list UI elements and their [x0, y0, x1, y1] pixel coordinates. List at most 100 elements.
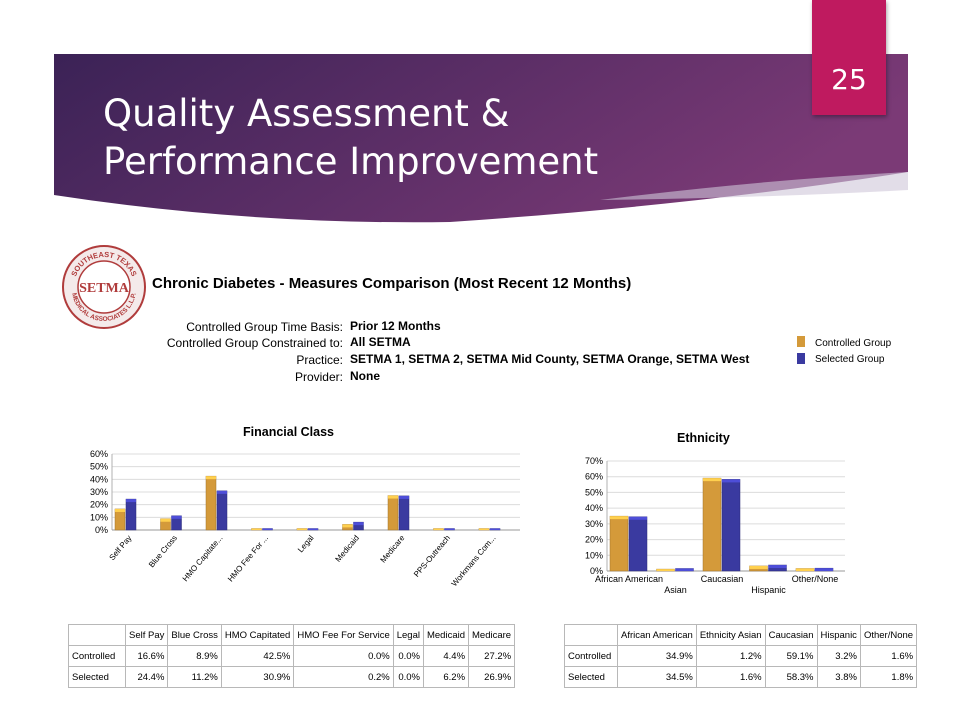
table-row: Controlled 16.6% 8.9% 42.5% 0.0% 0.0% 4.…: [68, 645, 516, 667]
ethnicity-bar-top: [722, 479, 740, 483]
ethnicity-bar-controlled: [702, 477, 722, 572]
financial-bar-top: [353, 522, 364, 526]
table-header: Blue Cross: [167, 624, 222, 646]
table-header: Medicaid: [422, 624, 470, 646]
financial-bar-top: [444, 528, 455, 530]
table-cell: 34.5%: [617, 666, 697, 688]
legend-swatch-controlled: [797, 336, 805, 347]
table-cell: 16.6%: [124, 645, 169, 667]
financial-bar-top: [160, 518, 171, 522]
financial-x-tick-label: Self Pay: [107, 534, 133, 563]
ethnicity-bar-top: [629, 516, 647, 520]
ethnicity-y-tick-label: 0%: [590, 566, 603, 576]
info-label: Practice:: [296, 353, 343, 367]
info-value: Prior 12 Months: [350, 319, 441, 333]
ethnicity-bar-top: [703, 478, 721, 482]
table-cell: 11.2%: [167, 666, 222, 688]
table-cell: 4.4%: [422, 645, 470, 667]
table-cell: 58.3%: [764, 666, 818, 688]
ethnicity-chart: 0% 10% 20% 30% 40% 50% 60% 70% African AmericanA…: [585, 456, 845, 595]
financial-bar-selected: [398, 495, 410, 531]
financial-bar-top: [217, 490, 227, 494]
table-cell: 0.2%: [293, 666, 394, 688]
financial-bar-top: [308, 528, 318, 530]
financial-bar-controlled: [387, 495, 399, 531]
ethnicity-y-tick-label: 70%: [585, 456, 603, 466]
table-header: Self Pay: [124, 624, 169, 646]
table-header: Other/None: [859, 624, 918, 646]
ethnicity-x-tick-label: African American: [595, 574, 663, 584]
financial-bar-top: [115, 508, 125, 512]
ethnicity-bar-selected: [628, 516, 648, 572]
ethnicity-x-tick-label: Other/None: [792, 574, 839, 584]
financial-bar-top: [262, 528, 273, 530]
financial-x-tick-label: Legal: [296, 533, 316, 554]
report-title: Chronic Diabetes - Measures Comparison (…: [152, 275, 632, 292]
table-header: Ethnicity Asian: [695, 624, 766, 646]
ethnicity-bar-top: [749, 565, 768, 569]
svg-text:SETMA: SETMA: [79, 281, 130, 296]
table-cell: 59.1%: [764, 645, 818, 667]
ethnicity-y-tick-label: 30%: [585, 519, 603, 529]
ethnicity-x-tick-label: Asian: [664, 585, 687, 595]
ethnicity-table: African American Ethnicity Asian Caucasi…: [564, 624, 918, 688]
financial-bar-top: [251, 528, 262, 530]
table-cell: 24.4%: [124, 666, 169, 688]
financial-x-tick-label: Workmans Com...: [450, 534, 498, 589]
setma-logo: SOUTHEAST TEXAS MEDICAL ASSOCIATES L.L.P…: [62, 245, 146, 329]
table-cell: 30.9%: [220, 666, 295, 688]
financial-bar-selected: [216, 490, 228, 531]
financial-y-tick-label: 20%: [90, 500, 108, 510]
ethnicity-y-tick-label: 10%: [585, 550, 603, 560]
info-value: All SETMA: [350, 335, 411, 349]
table-cell: Controlled: [68, 645, 126, 667]
ethnicity-y-tick-label: 20%: [585, 535, 603, 545]
financial-y-tick-label: 50%: [90, 462, 108, 472]
financial-bar-top: [388, 495, 398, 499]
financial-x-tick-label: PPS-Outreach: [412, 534, 452, 579]
ethnicity-bar-top: [656, 569, 675, 571]
financial-bar-top: [297, 528, 307, 530]
table-cell: 0.0%: [392, 645, 424, 667]
table-header-row: African American Ethnicity Asian Caucasi…: [564, 624, 918, 646]
table-header: African American: [617, 624, 697, 646]
table-header: Medicare: [468, 624, 516, 646]
table-cell: 26.9%: [468, 666, 516, 688]
financial-x-tick-label: Blue Cross: [147, 534, 179, 570]
legend-label-controlled: Controlled Group: [815, 338, 892, 349]
financial-y-tick-label: 60%: [90, 449, 108, 459]
table-cell: Controlled: [564, 645, 618, 667]
table-cell: 3.8%: [816, 666, 861, 688]
ethnicity-bar-selected: [721, 479, 741, 572]
table-header: HMO Capitated: [220, 624, 295, 646]
slide-number-badge: 25: [812, 0, 886, 115]
ethnicity-y-tick-label: 40%: [585, 503, 603, 513]
slide-title-line-1: Quality Assessment &: [103, 92, 510, 135]
info-value: SETMA 1, SETMA 2, SETMA Mid County, SETM…: [350, 352, 750, 366]
ethnicity-bar-top: [675, 568, 694, 571]
legend-label-selected: Selected Group: [815, 354, 885, 365]
financial-chart: 0%10%20%30%40%50%60%Self Pay Blue Cross HM…: [90, 449, 520, 588]
financial-bar-selected: [125, 498, 137, 531]
table-row: Selected 34.5% 1.6% 58.3% 3.8% 1.8%: [564, 666, 918, 688]
financial-x-tick-label: Medicaid: [334, 534, 361, 564]
table-cell: Selected: [68, 666, 126, 688]
financial-class-table: Self Pay Blue Cross HMO Capitated HMO Fe…: [68, 624, 516, 688]
ethnicity-bar-top: [768, 565, 787, 569]
table-header: HMO Fee For Service: [293, 624, 394, 646]
table-cell: 42.5%: [220, 645, 295, 667]
financial-x-tick-label: HMO Fee For ...: [226, 534, 270, 584]
financial-bar-top: [126, 499, 136, 503]
info-label: Provider:: [294, 370, 343, 384]
financial-chart-title: Financial Class: [243, 425, 335, 439]
ethnicity-x-tick-label: Caucasian: [701, 574, 744, 584]
table-cell: 27.2%: [468, 645, 516, 667]
table-cell: 8.9%: [167, 645, 222, 667]
table-header: [564, 624, 618, 646]
ethnicity-chart-title: Ethnicity: [677, 431, 730, 445]
financial-bar-top: [479, 528, 489, 530]
info-label: Controlled Group Time Basis:: [186, 320, 343, 334]
financial-bar-controlled: [205, 475, 217, 531]
ethnicity-y-tick-label: 50%: [585, 487, 603, 497]
